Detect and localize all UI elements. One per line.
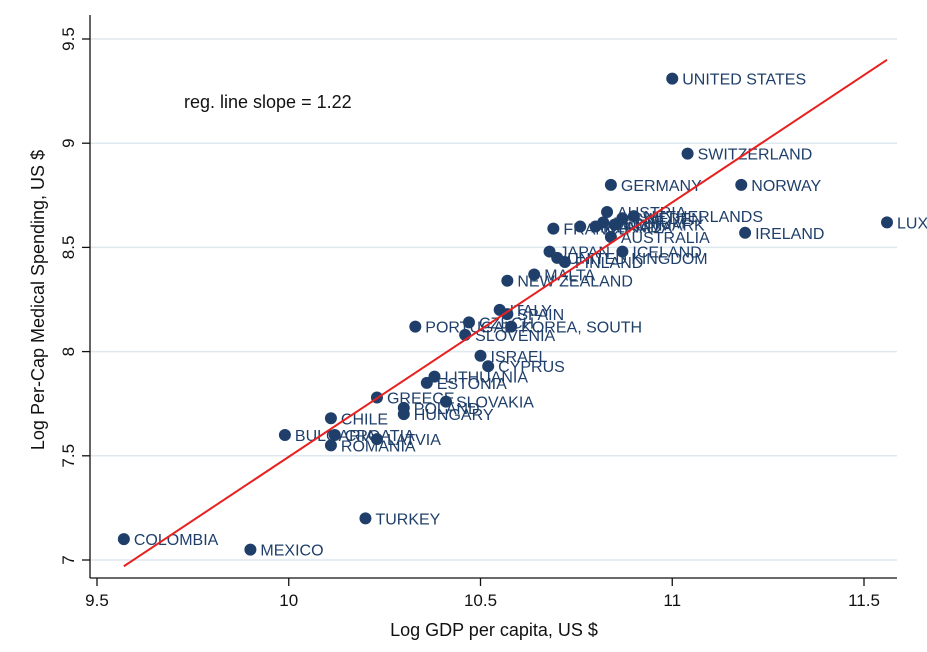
data-point-label: LITHUANIA: [444, 370, 528, 387]
x-tick-label-10.5: 10.5: [464, 591, 497, 610]
data-point: [462, 316, 475, 329]
data-point-label: BULGARIA: [295, 428, 376, 445]
data-point-label: ISRAEL: [491, 349, 548, 366]
data-point: [370, 433, 383, 446]
data-point: [328, 428, 341, 441]
data-point-label: CHILE: [341, 411, 388, 428]
data-point-label: CANADA: [606, 220, 673, 237]
data-point: [324, 412, 337, 425]
data-point-label: UNITED KINGDOM: [567, 251, 707, 268]
slope-annotation: reg. line slope = 1.22: [184, 92, 352, 112]
data-point-label: PORTUGAL: [425, 320, 513, 337]
x-tick-label-10: 10: [279, 591, 298, 610]
axes: [89, 15, 897, 579]
data-point-label: SLOVENIA: [475, 328, 555, 345]
data-point: [474, 349, 487, 362]
data-point-label: BELGIUM: [613, 215, 685, 232]
data-point-label: CZECH: [479, 315, 534, 332]
data-point: [881, 216, 894, 229]
data-point: [735, 178, 748, 191]
data-point-label: LUX: [897, 215, 927, 232]
data-point-label: ESTONIA: [437, 376, 507, 393]
x-axis-title: Log GDP per capita, US $: [390, 620, 598, 640]
y-axis-ticks: 7 7.5 8 8.5 9 9.5: [59, 27, 90, 565]
data-point-label: MEXICO: [260, 543, 323, 560]
y-tick-label-7.5: 7.5: [59, 444, 78, 468]
data-point-label: MALTA: [544, 267, 595, 284]
y-tick-label-9: 9: [59, 138, 78, 147]
data-point: [505, 320, 518, 333]
data-point-label: GERMANY: [621, 178, 702, 195]
data-point-label: CROATIA: [345, 428, 415, 445]
data-point-label: AUSTRALIA: [621, 230, 710, 247]
y-tick-label-7: 7: [59, 555, 78, 564]
data-point: [558, 255, 571, 268]
data-point-label: NEW ZEALAND: [517, 274, 633, 291]
data-point-label: HUNGARY: [414, 407, 494, 424]
data-point: [739, 226, 752, 239]
data-point: [608, 218, 621, 231]
data-point: [528, 268, 541, 281]
y-tick-label-8.5: 8.5: [59, 236, 78, 260]
data-point-label: KOREA, SOUTH: [521, 320, 642, 337]
data-point-label: NETHERLANDS: [644, 209, 763, 226]
data-point: [681, 147, 694, 160]
x-axis-ticks: 9.5 10 10.5 11 11.5: [85, 578, 880, 610]
data-point-label: ICELAND: [632, 245, 701, 262]
data-point: [547, 222, 560, 235]
data-point-label: SPAIN: [517, 307, 564, 324]
data-point: [501, 308, 514, 321]
data-point: [439, 395, 452, 408]
data-point: [359, 512, 372, 525]
data-point: [324, 439, 337, 452]
data-point-label: FRANCE: [563, 222, 629, 239]
data-point-label: TURKEY: [375, 511, 440, 528]
data-point: [397, 408, 410, 421]
data-point: [604, 178, 617, 191]
regression-line: [123, 59, 888, 568]
y-tick-label-9.5: 9.5: [59, 27, 78, 51]
data-point-label: SWITZERLAND: [698, 147, 813, 164]
data-point-label: SWEDEN: [632, 211, 702, 228]
data-point-label: ITALY: [510, 303, 552, 320]
data-point: [244, 543, 257, 556]
data-point: [666, 72, 679, 85]
data-point-label: CYPRUS: [498, 359, 565, 376]
data-point-label: POLAND: [414, 401, 480, 418]
data-point-label: FINLAND: [575, 255, 643, 272]
data-point: [117, 533, 130, 546]
data-point-label: GREECE: [387, 390, 455, 407]
data-point: [501, 274, 514, 287]
data-point-label: COLOMBIA: [134, 532, 219, 549]
data-point: [627, 210, 640, 223]
data-point: [420, 376, 433, 389]
data-point-label: SLOVAKIA: [456, 395, 534, 412]
data-point: [482, 360, 495, 373]
data-point-label: LATVIA: [387, 432, 441, 449]
data-point-label: NORWAY: [751, 178, 821, 195]
x-tick-label-11: 11: [663, 591, 681, 610]
data-point: [278, 428, 291, 441]
y-axis-title: Log Per-Cap Medical Spending, US $: [28, 150, 48, 450]
data-point-label: JAPAN: [560, 245, 610, 262]
data-point: [601, 205, 614, 218]
y-tick-label-8: 8: [59, 347, 78, 356]
data-point-label: IRELAND: [755, 226, 824, 243]
data-point: [409, 320, 422, 333]
gridlines: [90, 38, 897, 561]
data-point: [616, 245, 629, 258]
x-tick-label-11.5: 11.5: [848, 591, 880, 610]
data-point: [597, 216, 610, 229]
data-points: [117, 72, 894, 556]
x-tick-label-9.5: 9.5: [85, 591, 109, 610]
data-point-label: ROMANIA: [341, 438, 416, 455]
data-point: [574, 220, 587, 233]
data-point-label: UNITED STATES: [682, 72, 806, 89]
data-point-label: AUSTRIA: [617, 205, 687, 222]
